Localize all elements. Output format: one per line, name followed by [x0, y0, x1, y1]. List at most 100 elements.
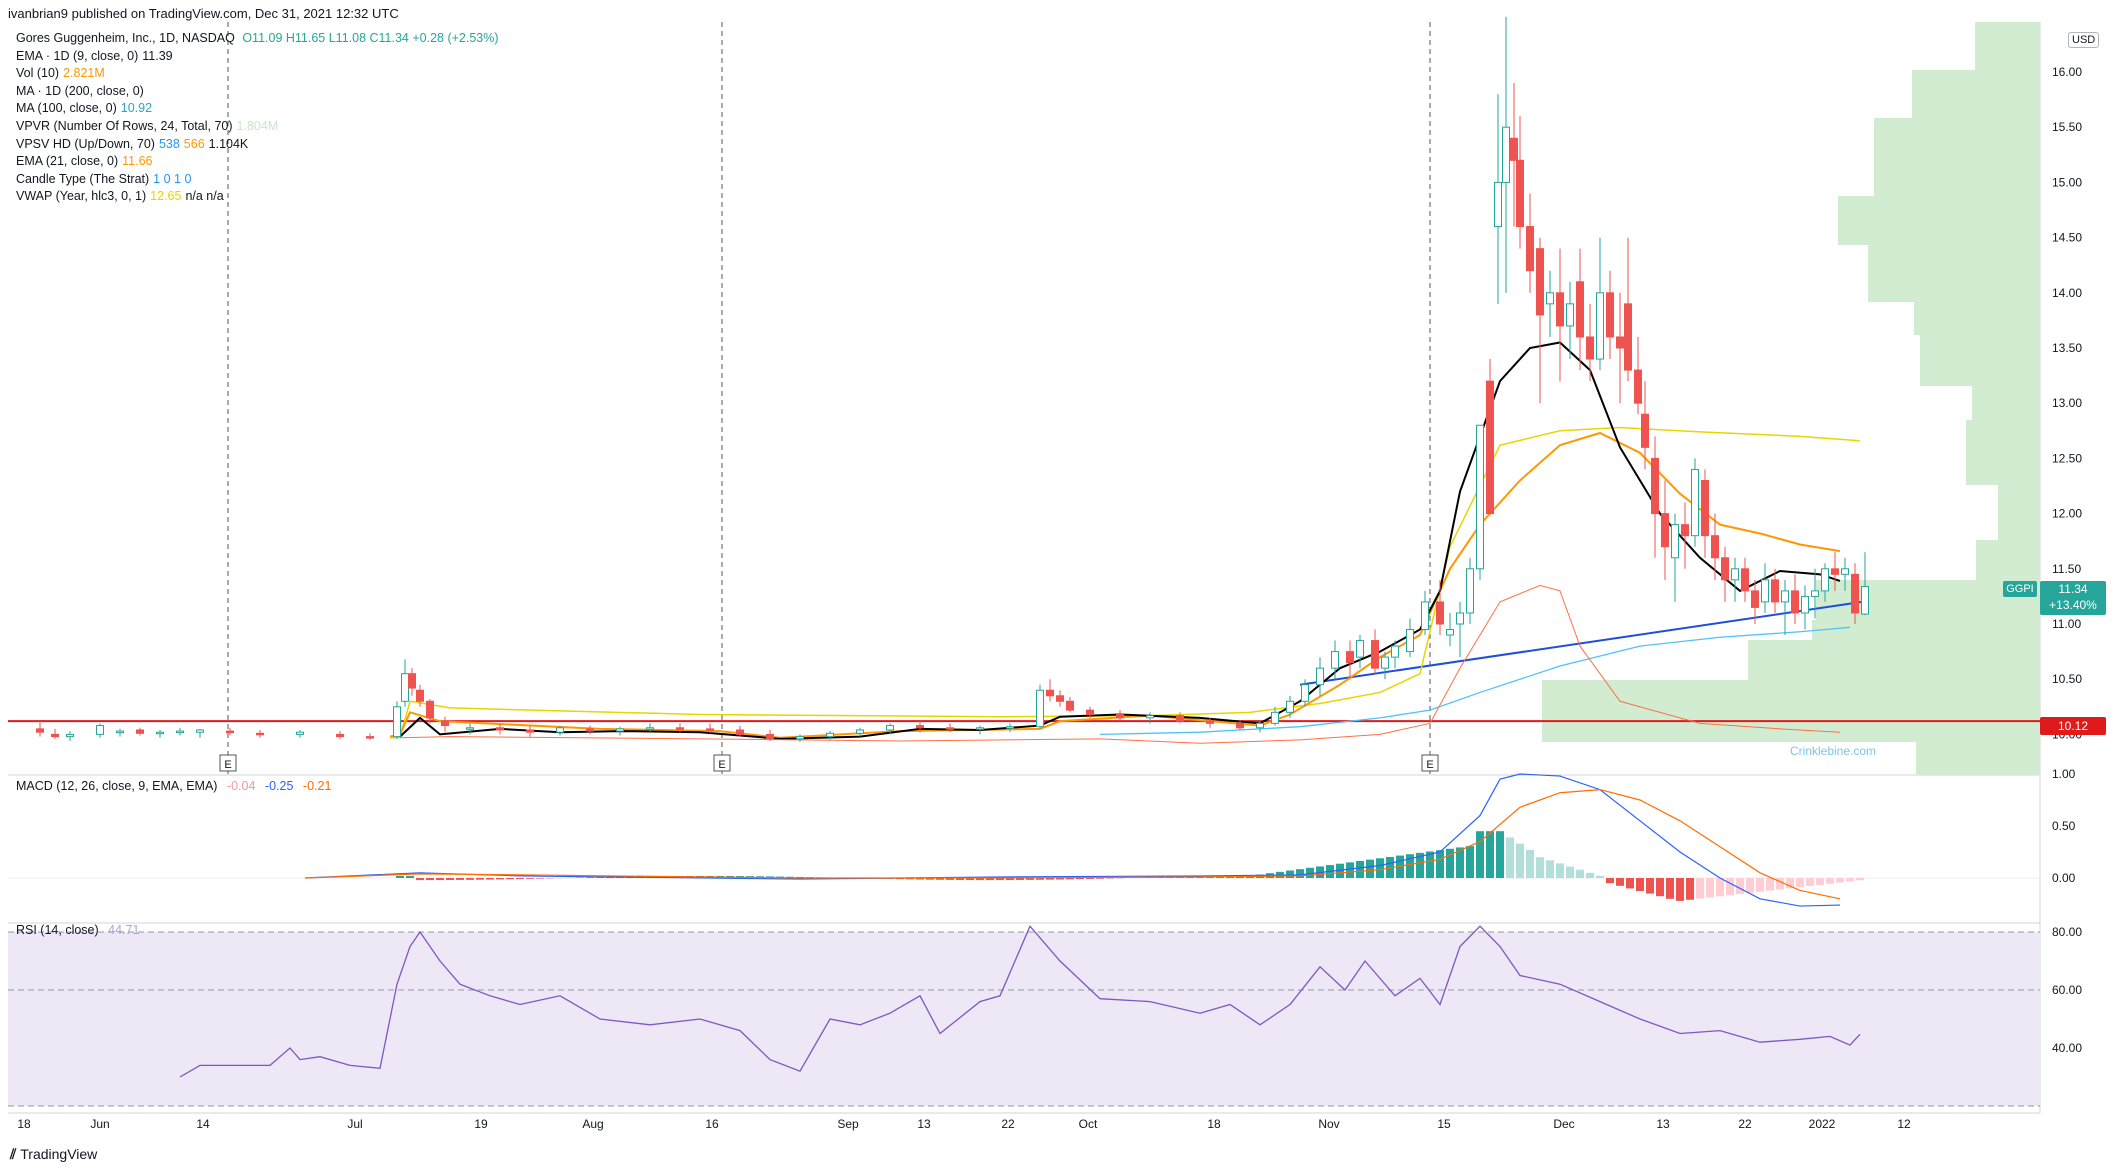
- legend-ma100[interactable]: MA (100, close, 0) 10.92: [16, 100, 499, 118]
- price-tick-label: 10.50: [2052, 672, 2082, 686]
- strat-label: Candle Type (The Strat): [16, 171, 150, 186]
- candle-body: [1811, 590, 1819, 597]
- candle-body: [1456, 612, 1464, 625]
- candle-body: [196, 729, 204, 733]
- macd-hist-bar: [416, 878, 424, 881]
- candle-body: [646, 727, 654, 730]
- vol-value: 2.821M: [63, 66, 105, 81]
- candle-body: [366, 736, 374, 739]
- macd-hist-bar: [1626, 878, 1634, 889]
- macd-hist-bar: [1646, 878, 1654, 894]
- time-tick-label: 13: [1656, 1117, 1670, 1131]
- macd-legend[interactable]: MACD (12, 26, close, 9, EMA, EMA) -0.04 …: [16, 779, 331, 793]
- macd-hist-bar: [1726, 878, 1734, 896]
- macd-hist-bar: [996, 878, 1004, 881]
- macd-hist-bar: [916, 878, 924, 880]
- rsi-line: [179, 924, 1861, 1078]
- time-tick-label: 22: [1738, 1117, 1752, 1131]
- vpvr-bar: [1975, 22, 2040, 70]
- ema21-label: EMA (21, close, 0): [16, 154, 119, 169]
- rsi-tick-label: 40.00: [2052, 1041, 2082, 1055]
- macd-hist-bar: [1566, 866, 1574, 878]
- macd-hist-bar: [1796, 878, 1804, 888]
- last-price-tag: 11.34 +13.40%: [2040, 581, 2106, 615]
- price-tick-label: 12.00: [2052, 507, 2082, 521]
- vwap-na: n/a n/a: [185, 189, 224, 204]
- macd-hist-bar: [466, 878, 474, 880]
- candle-body: [1331, 651, 1339, 669]
- legend-ema21[interactable]: EMA (21, close, 0) 11.66: [16, 153, 499, 171]
- candle-body: [401, 673, 409, 702]
- candle-body: [736, 729, 744, 735]
- legend-ema9[interactable]: EMA · 1D (9, close, 0) 11.39: [16, 48, 499, 66]
- legend-vwap[interactable]: VWAP (Year, hlc3, 0, 1) 12.65 n/a n/a: [16, 188, 499, 206]
- candle-body: [1006, 726, 1014, 729]
- macd-hist-bar: [1096, 878, 1104, 879]
- macd-line-value: -0.25: [264, 779, 294, 793]
- macd-hist-bar: [596, 877, 604, 878]
- vpvr-bar: [1920, 335, 2040, 386]
- rsi-band-fill: [8, 932, 2040, 1106]
- macd-hist-bar: [986, 878, 994, 881]
- candle-body: [408, 673, 416, 689]
- macd-hist-bar: [1746, 878, 1754, 893]
- price-tick-label: 15.50: [2052, 120, 2082, 134]
- time-tick-label: 16: [705, 1117, 719, 1131]
- macd-hist-bar: [1516, 843, 1524, 878]
- macd-hist-bar: [496, 878, 504, 880]
- currency-label[interactable]: USD: [2068, 32, 2100, 48]
- macd-tick-label: 0.50: [2052, 819, 2076, 833]
- macd-hist-bar: [1016, 878, 1024, 880]
- vpvr-bar: [1916, 742, 2040, 775]
- horizontal-line-tag: 10.12: [2040, 717, 2106, 735]
- candle-body: [441, 720, 449, 727]
- vpsv-down: 566: [183, 136, 205, 151]
- macd-tick-label: 1.00: [2052, 767, 2076, 781]
- candle-body: [96, 725, 104, 735]
- candle-body: [1421, 601, 1429, 631]
- legend-vol[interactable]: Vol (10) 2.821M: [16, 65, 499, 83]
- ma200-label: MA · 1D (200, close, 0): [16, 83, 144, 98]
- legend-title-row[interactable]: Gores Guggenheim, Inc., 1D, NASDAQ O11.0…: [16, 30, 499, 48]
- legend-ma200[interactable]: MA · 1D (200, close, 0): [16, 83, 499, 101]
- candle-body: [51, 733, 59, 738]
- candle-body: [1546, 292, 1554, 305]
- candle-body: [946, 727, 954, 730]
- ema9-line: [399, 341, 1841, 740]
- tradingview-logo[interactable]: ⫽ TradingView: [10, 1146, 97, 1163]
- legend-vpsv[interactable]: VPSV HD (Up/Down, 70) 538 566 1.104K: [16, 136, 499, 154]
- legend-strat[interactable]: Candle Type (The Strat) 1 0 1 0: [16, 171, 499, 189]
- macd-hist-bar: [976, 878, 984, 881]
- macd-hist-bar: [436, 878, 444, 881]
- rsi-band: [8, 931, 2040, 1107]
- candle-body: [1641, 413, 1649, 448]
- candle-body: [1046, 689, 1054, 697]
- indicator-lines: [8, 341, 2040, 744]
- earnings-marker-label: E: [1426, 759, 1433, 771]
- rsi-legend[interactable]: RSI (14, close) 44.71: [16, 923, 139, 937]
- candle-body: [1056, 695, 1064, 702]
- macd-hist-bar: [1816, 878, 1824, 885]
- macd-hist-bar: [536, 878, 544, 879]
- vpvr-value: 1.804M: [236, 118, 279, 133]
- vwap-line: [390, 426, 1861, 739]
- candle-body: [1146, 715, 1154, 719]
- macd-hist-bar: [1856, 878, 1864, 881]
- time-tick-label: 2022: [1809, 1117, 1836, 1131]
- macd-hist-bar: [1426, 851, 1434, 878]
- macd-hist-bar: [946, 878, 954, 880]
- ticker-tag: GGPI: [2003, 581, 2037, 597]
- candle-body: [1236, 722, 1244, 729]
- legend-vpvr[interactable]: VPVR (Number Of Rows, 24, Total, 70) 1.80…: [16, 118, 499, 136]
- candle-body: [1586, 336, 1594, 360]
- ohlc-values: O11.09 H11.65 L11.08 C11.34 +0.28 (+2.53…: [242, 31, 499, 45]
- candle-body: [1831, 568, 1839, 575]
- candle-body: [393, 706, 401, 738]
- macd-hist-bar: [1056, 878, 1064, 880]
- candle-body: [466, 727, 474, 730]
- macd-hist-bar: [1636, 878, 1644, 891]
- candle-body: [1661, 513, 1669, 548]
- macd-hist-bar: [1606, 878, 1614, 884]
- candle-body: [1701, 479, 1709, 537]
